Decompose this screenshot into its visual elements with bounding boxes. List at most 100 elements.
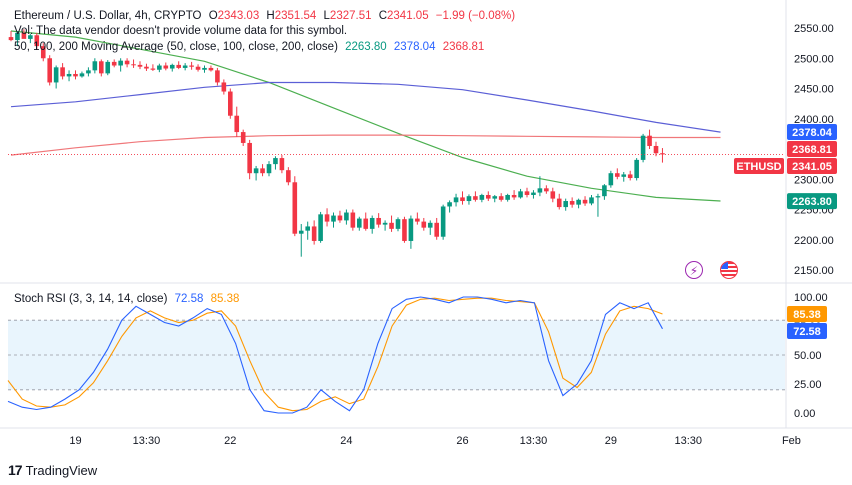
candle xyxy=(15,31,20,47)
volume-note: Vol: The data vendor doesn't provide vol… xyxy=(14,25,348,37)
candle xyxy=(266,161,272,177)
candle xyxy=(305,221,310,240)
candle xyxy=(292,176,298,237)
candle-body xyxy=(550,191,556,199)
candle xyxy=(427,220,433,235)
candle xyxy=(453,193,459,207)
stoch-d-value: 85.38 xyxy=(210,293,240,305)
stoch-badge-bg xyxy=(787,305,827,322)
time-tick-label: 13:30 xyxy=(674,435,702,447)
candle xyxy=(105,60,111,76)
candle-body xyxy=(434,222,439,237)
candle-body xyxy=(28,35,33,39)
candle-body xyxy=(589,197,594,204)
candle-body xyxy=(53,67,59,83)
candle-body xyxy=(131,64,136,66)
candle xyxy=(640,133,646,163)
tradingview-logo[interactable]: 17 TradingView xyxy=(8,462,97,478)
candle xyxy=(182,63,188,71)
candle xyxy=(608,170,614,188)
candle xyxy=(34,32,40,50)
candle-body xyxy=(505,194,510,200)
candle-body xyxy=(595,196,601,198)
ma-label[interactable]: 50, 100, 200 Moving Average (50, close, … xyxy=(14,41,338,53)
candle xyxy=(524,187,530,198)
candle xyxy=(415,212,420,225)
candle-body xyxy=(344,212,349,221)
candle-body xyxy=(402,219,407,241)
candle xyxy=(331,212,336,228)
symbol-legend: Ethereum / U.S. Dollar, 4h, CRYPTO O2343… xyxy=(14,9,519,23)
price-tick-label: 2400.00 xyxy=(794,114,834,126)
candle xyxy=(595,193,601,217)
stoch-label[interactable]: Stoch RSI (3, 3, 14, 14, close) xyxy=(14,293,168,305)
time-tick-label: 24 xyxy=(340,435,352,447)
time-tick-label: 19 xyxy=(69,435,81,447)
candle xyxy=(124,58,130,68)
candle xyxy=(8,31,14,42)
candle xyxy=(563,198,568,211)
symbol-title[interactable]: Ethereum / U.S. Dollar, 4h, CRYPTO xyxy=(14,10,202,22)
candle-body xyxy=(466,196,472,202)
candle-body xyxy=(292,182,298,234)
open-value: O2343.03 xyxy=(208,10,260,22)
flag-icon[interactable] xyxy=(720,261,738,279)
ma-legend: 50, 100, 200 Moving Average (50, close, … xyxy=(14,40,488,54)
candle-body xyxy=(273,158,278,165)
candle xyxy=(311,220,317,245)
candle-body xyxy=(479,194,485,200)
candle-body xyxy=(260,168,265,174)
candle xyxy=(531,190,536,199)
candle-body xyxy=(8,37,14,41)
candle-body xyxy=(195,66,201,70)
candle xyxy=(99,59,104,77)
ma-200-line xyxy=(10,134,721,156)
candle xyxy=(350,209,356,231)
candle-body xyxy=(440,206,446,237)
stoch-d-line xyxy=(7,297,663,412)
candle xyxy=(86,67,91,77)
candle-body xyxy=(460,197,465,202)
candle xyxy=(634,158,639,181)
candle-body xyxy=(453,197,459,203)
alert-icon[interactable]: ⚡ xyxy=(685,261,703,279)
candle-body xyxy=(221,82,227,92)
price-badge-text: 2341.05 xyxy=(792,161,832,173)
candle-body xyxy=(531,192,536,195)
price-badge: 2263.80 xyxy=(787,193,837,210)
candle-body xyxy=(524,191,530,195)
high-value: H2351.54 xyxy=(266,10,317,22)
price-tick-label: 2300.00 xyxy=(794,174,834,186)
candle-body xyxy=(79,73,85,77)
candle-body xyxy=(298,230,304,234)
candle xyxy=(137,61,143,70)
candle-body xyxy=(395,219,401,229)
price-badge-bg xyxy=(787,141,837,158)
candle-body xyxy=(492,196,498,199)
candle-body xyxy=(279,158,285,171)
ma100-value: 2378.04 xyxy=(393,41,436,53)
candle-body xyxy=(421,221,427,228)
ma-50-line xyxy=(10,30,721,202)
time-tick-label: 13:30 xyxy=(133,435,161,447)
candle-body xyxy=(382,222,388,225)
candle xyxy=(447,200,452,213)
candle-body xyxy=(66,73,72,77)
stoch-band xyxy=(8,320,785,390)
candle-body xyxy=(608,173,614,186)
candle xyxy=(60,63,65,80)
candle xyxy=(318,211,323,243)
candle-body xyxy=(582,199,588,204)
candle xyxy=(647,129,652,149)
candle-body xyxy=(86,70,91,74)
candle xyxy=(169,63,175,72)
candle-body xyxy=(92,61,98,71)
stoch-tick-label: 50.00 xyxy=(794,350,822,362)
candle-body xyxy=(511,194,517,198)
price-badge-layer: 2378.04 2368.81 2341.05 2263.80 ETHUSD 85.38 7… xyxy=(734,124,837,339)
candle-body xyxy=(99,61,104,74)
candle-body xyxy=(253,168,259,174)
candle xyxy=(195,64,201,72)
candle-body xyxy=(621,174,627,177)
